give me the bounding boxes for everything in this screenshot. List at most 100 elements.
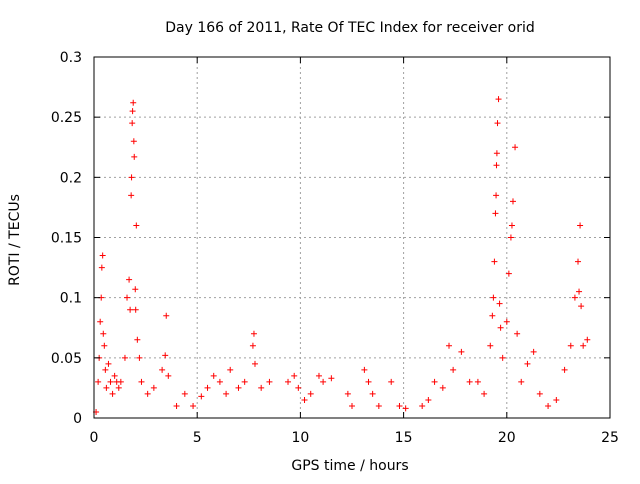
data-point <box>103 384 110 391</box>
data-point <box>553 396 560 403</box>
data-point <box>490 294 497 301</box>
data-point <box>301 396 308 403</box>
data-point <box>369 390 376 397</box>
axis-ticks: 0 5 10 15 20 25 0 0.05 0.1 0.15 0.2 0.25 0.3 <box>51 50 619 446</box>
plot-frame <box>93 56 611 419</box>
y-tick-label: 0 <box>73 411 82 427</box>
data-point <box>198 393 205 400</box>
data-point <box>115 384 122 391</box>
data-point <box>241 378 248 385</box>
data-point <box>111 372 118 379</box>
y-axis-label: ROTI / TECUs <box>7 194 23 286</box>
data-point <box>144 390 151 397</box>
data-point <box>474 378 481 385</box>
data-point <box>491 258 498 265</box>
data-point <box>132 286 139 293</box>
data-point <box>131 153 138 160</box>
data-point <box>251 360 258 367</box>
data-point <box>344 390 351 397</box>
data-point <box>512 144 519 151</box>
y-tick-label: 0.3 <box>60 50 82 66</box>
data-point <box>509 198 516 205</box>
data-points <box>93 96 591 415</box>
data-point <box>101 342 108 349</box>
data-point <box>518 378 525 385</box>
data-point <box>102 366 109 373</box>
data-point <box>129 120 136 127</box>
data-point <box>375 402 382 409</box>
data-point <box>223 390 230 397</box>
data-point <box>295 384 302 391</box>
data-point <box>508 222 515 229</box>
data-point <box>136 354 143 361</box>
data-point <box>315 372 322 379</box>
data-point <box>580 342 587 349</box>
data-point <box>495 96 502 103</box>
chart-title: Day 166 of 2011, Rate Of TEC Index for r… <box>165 20 534 36</box>
data-point <box>132 306 139 313</box>
data-point <box>162 352 169 359</box>
data-point <box>307 390 314 397</box>
data-point <box>130 138 137 145</box>
data-point <box>494 120 501 127</box>
y-tick-label: 0.15 <box>51 231 82 247</box>
x-tick-label: 0 <box>90 430 99 446</box>
data-point <box>493 162 500 169</box>
data-point <box>496 300 503 307</box>
data-point <box>514 330 521 337</box>
x-tick-label: 5 <box>193 430 202 446</box>
data-point <box>481 390 488 397</box>
data-point <box>458 348 465 355</box>
data-point <box>98 264 105 271</box>
data-point <box>128 192 135 199</box>
data-point <box>127 306 134 313</box>
data-point <box>575 258 582 265</box>
data-point <box>499 354 506 361</box>
data-point <box>117 378 124 385</box>
data-point <box>561 366 568 373</box>
data-point <box>365 378 372 385</box>
data-point <box>204 384 211 391</box>
data-point <box>109 390 116 397</box>
data-point <box>173 402 180 409</box>
data-point <box>466 378 473 385</box>
data-point <box>210 372 217 379</box>
data-point <box>100 330 107 337</box>
data-point <box>577 222 584 229</box>
x-tick-label: 25 <box>601 430 619 446</box>
data-point <box>419 402 426 409</box>
data-point <box>266 378 273 385</box>
data-point <box>107 378 114 385</box>
data-point <box>361 366 368 373</box>
data-point <box>129 108 136 115</box>
y-tick-label: 0.2 <box>60 170 82 186</box>
data-point <box>163 312 170 319</box>
data-point <box>576 288 583 295</box>
data-point <box>328 375 335 382</box>
data-point <box>446 342 453 349</box>
data-point <box>291 372 298 379</box>
data-point <box>216 378 223 385</box>
data-point <box>388 378 395 385</box>
data-point <box>567 342 574 349</box>
data-point <box>545 402 552 409</box>
data-point <box>133 222 140 229</box>
data-point <box>431 378 438 385</box>
data-point <box>235 384 242 391</box>
grid <box>94 57 610 418</box>
data-point <box>121 354 128 361</box>
data-point <box>124 294 131 301</box>
data-point <box>571 294 578 301</box>
data-point <box>128 174 135 181</box>
data-point <box>584 336 591 343</box>
data-point <box>190 402 197 409</box>
data-point <box>249 342 256 349</box>
data-point <box>99 252 106 259</box>
data-point <box>250 330 257 337</box>
x-tick-label: 15 <box>395 430 413 446</box>
x-axis-label: GPS time / hours <box>291 458 408 474</box>
data-point <box>138 378 145 385</box>
data-point <box>450 366 457 373</box>
data-point <box>492 210 499 217</box>
